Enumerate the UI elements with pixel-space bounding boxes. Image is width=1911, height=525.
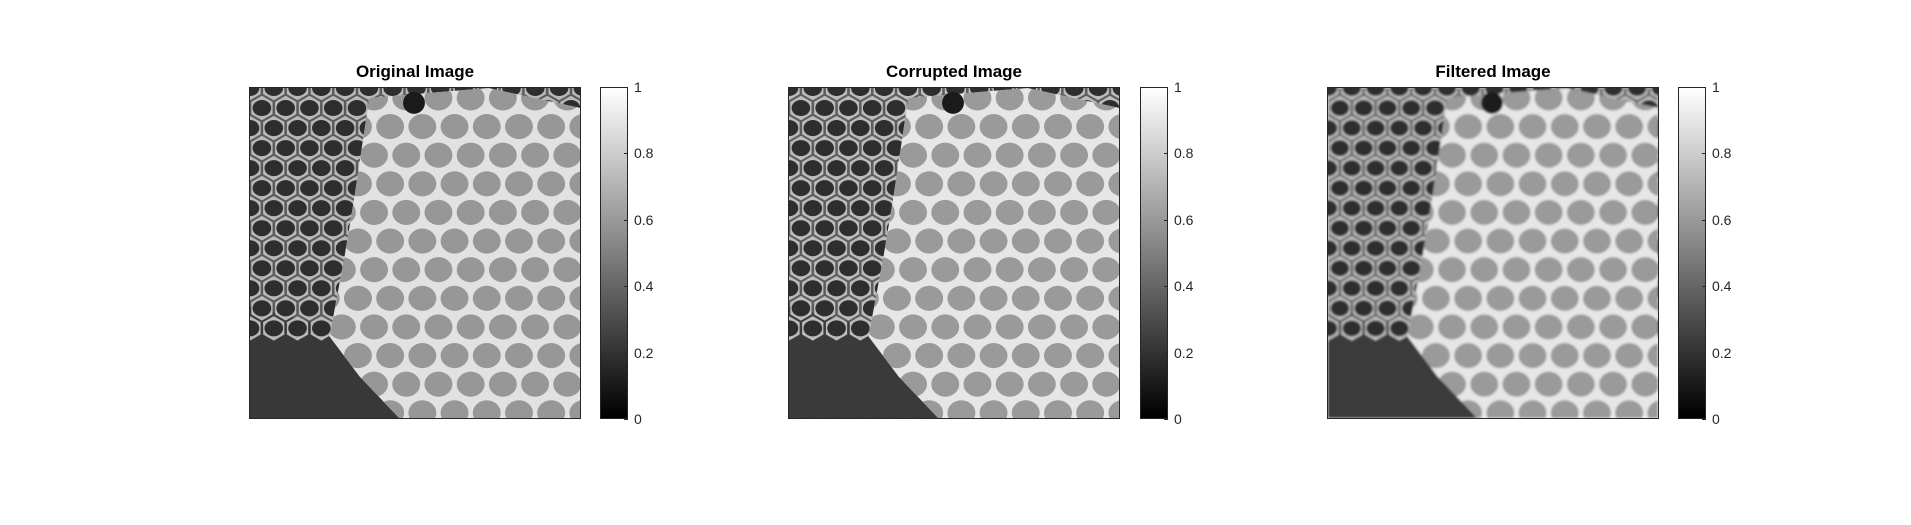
- colorbar-tick: [1164, 353, 1168, 354]
- panel-title-filtered: Filtered Image: [1435, 62, 1551, 81]
- panel-title-original: Original Image: [355, 62, 475, 81]
- colorbar-tick-label: 0.2: [1174, 345, 1194, 361]
- panel-title-corrupted: Corrupted Image: [885, 62, 1023, 81]
- scene-filtered: [1328, 88, 1658, 418]
- colorbar-tick: [624, 87, 628, 88]
- colorbar-tick: [1164, 220, 1168, 221]
- colorbar-tick: [1164, 87, 1168, 88]
- colorbar-tick: [1702, 286, 1706, 287]
- colorbar-tick: [1164, 419, 1168, 420]
- colorbar-tick: [624, 153, 628, 154]
- colorbar-tick-label: 0.8: [1174, 145, 1194, 161]
- colorbar-tick: [1702, 419, 1706, 420]
- colorbar-tick: [624, 419, 628, 420]
- panel-filtered: Filtered Image: [0, 0, 1706, 525]
- colorbar-tick: [1702, 87, 1706, 88]
- colorbar-original: [600, 87, 628, 419]
- colorbar-tick-label: 0.6: [1174, 212, 1194, 228]
- colorbar-tick-label: 0.6: [634, 212, 654, 228]
- colorbar-tick-label: 0: [1712, 411, 1720, 427]
- colorbar-tick: [624, 220, 628, 221]
- scene-corrupted: [789, 88, 1119, 418]
- panel-original: Original Image: [0, 0, 628, 525]
- colorbar-tick: [1164, 153, 1168, 154]
- colorbar-tick: [1164, 286, 1168, 287]
- colorbar-filtered: [1678, 87, 1706, 419]
- honeycomb-image-filtered[interactable]: [1327, 87, 1659, 419]
- colorbar-tick-label: 0.8: [1712, 145, 1732, 161]
- colorbar-tick-label: 0.2: [634, 345, 654, 361]
- colorbar-tick: [1702, 353, 1706, 354]
- colorbar-tick-label: 0.4: [1712, 278, 1732, 294]
- colorbar-tick-label: 1: [634, 79, 642, 95]
- colorbar-tick-label: 0: [1174, 411, 1182, 427]
- colorbar-tick-label: 0.6: [1712, 212, 1732, 228]
- panel-corrupted: Corrupted Image: [0, 0, 1168, 525]
- colorbar-tick: [1702, 220, 1706, 221]
- colorbar-tick-label: 1: [1712, 79, 1720, 95]
- honeycomb-image-original[interactable]: [249, 87, 581, 419]
- colorbar-tick-label: 0.2: [1712, 345, 1732, 361]
- colorbar-tick-label: 0: [634, 411, 642, 427]
- colorbar-tick-label: 0.4: [1174, 278, 1194, 294]
- scene-original: [250, 88, 580, 418]
- colorbar-tick: [624, 286, 628, 287]
- colorbar-tick: [1702, 153, 1706, 154]
- colorbar-tick-label: 0.4: [634, 278, 654, 294]
- colorbar-tick-label: 1: [1174, 79, 1182, 95]
- honeycomb-image-corrupted[interactable]: [788, 87, 1120, 419]
- colorbar-tick: [624, 353, 628, 354]
- colorbar-tick-label: 0.8: [634, 145, 654, 161]
- colorbar-corrupted: [1140, 87, 1168, 419]
